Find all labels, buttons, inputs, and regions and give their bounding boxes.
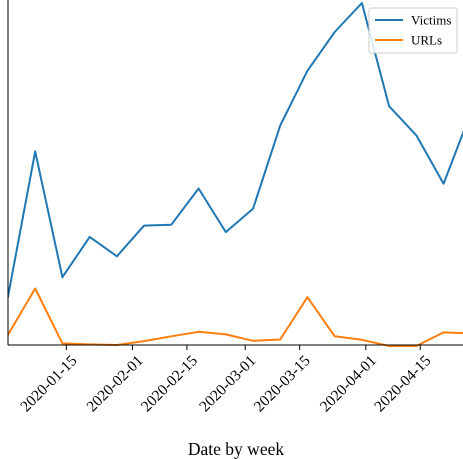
legend-label-victims: Victims xyxy=(411,13,451,28)
legend-label-urls: URLs xyxy=(411,33,442,48)
legend: Victims URLs xyxy=(368,7,458,54)
x-axis-title: Date by week xyxy=(188,439,284,459)
plot-area xyxy=(8,2,463,347)
axes xyxy=(7,0,463,346)
x-axis-ticks: 2020-01-15 2020-02-012020-02-152020-03-01… xyxy=(17,345,435,415)
x-tick-label: 2020-04-01 xyxy=(317,352,380,415)
x-tick-label: 2020-01-15 xyxy=(17,352,80,415)
x-tick-label: 2020-04-15 xyxy=(371,352,434,415)
x-tick-label: 2020-02-15 xyxy=(138,352,201,415)
x-tick-label: 2020-02-01 xyxy=(83,352,146,415)
series-line-victims xyxy=(8,2,463,298)
series-line-urls xyxy=(8,287,463,347)
x-tick-label: 2020-03-01 xyxy=(196,352,259,415)
x-tick-label: 2020-03-15 xyxy=(251,352,314,415)
